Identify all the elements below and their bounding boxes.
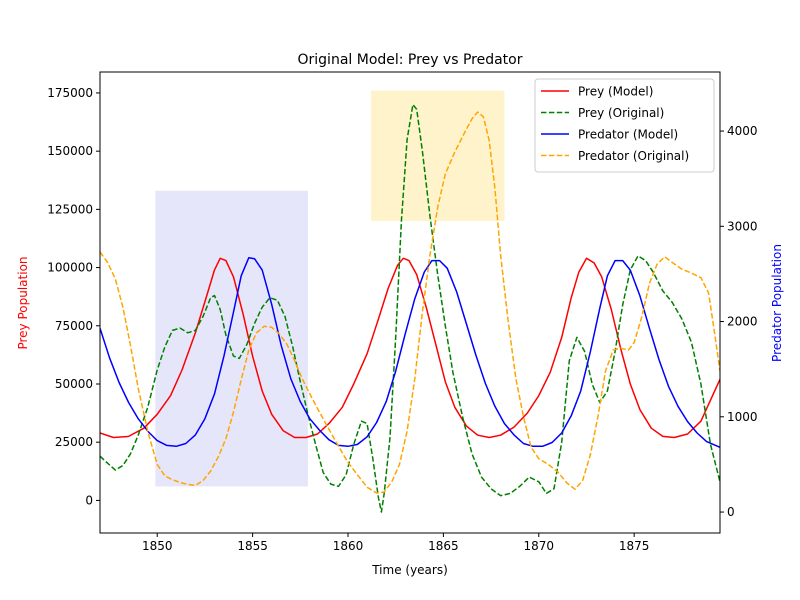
plot-frame [99, 71, 721, 534]
y-left-tick-label: 50000 [55, 377, 93, 391]
y-right-tick-label: 4000 [727, 124, 758, 138]
legend: Prey (Model) Prey (Original) Predator (Mod… [534, 78, 715, 173]
x-axis-ticks: 1850 1855 1860 1865 1870 1875 [142, 533, 649, 553]
legend-label: Predator (Original) [578, 149, 689, 163]
x-tick-label: 1870 [523, 539, 554, 553]
x-tick-label: 1875 [619, 539, 650, 553]
y-right-axis-ticks: 0 1000 2000 3000 4000 [720, 124, 758, 519]
y-left-tick-label: 175000 [47, 86, 93, 100]
x-axis-label: Time (years) [371, 563, 448, 577]
y-left-tick-label: 100000 [47, 261, 93, 275]
y-left-tick-label: 75000 [55, 319, 93, 333]
y-left-axis-label: Prey Population [16, 256, 30, 349]
series-line-predator-original [100, 111, 720, 494]
y-left-tick-label: 125000 [47, 202, 93, 216]
y-right-tick-label: 2000 [727, 315, 758, 329]
legend-label: Prey (Original) [578, 106, 664, 120]
x-tick-label: 1865 [428, 539, 459, 553]
y-left-tick-label: 150000 [47, 144, 93, 158]
shaded-region-1 [155, 190, 308, 487]
series-line-predator-model [100, 256, 720, 448]
y-right-tick-label: 3000 [727, 219, 758, 233]
x-tick-label: 1860 [333, 539, 364, 553]
legend-label: Predator (Model) [578, 128, 678, 142]
legend-label: Prey (Model) [578, 85, 653, 99]
series-layer [100, 103, 720, 513]
y-right-tick-label: 1000 [727, 410, 758, 424]
series-line-prey-original [100, 103, 720, 513]
y-right-axis-label: Predator Population [770, 244, 784, 362]
y-left-axis-ticks: 0 25000 50000 75000 100000 125000 150000 175000 [47, 86, 100, 507]
y-right-tick-label: 0 [727, 505, 735, 519]
y-left-tick-label: 0 [85, 493, 93, 507]
y-left-tick-label: 25000 [55, 435, 93, 449]
legend-box [534, 78, 715, 173]
x-tick-label: 1855 [237, 539, 268, 553]
shaded-region-2 [370, 90, 505, 222]
shaded-regions [155, 90, 505, 487]
x-tick-label: 1850 [142, 539, 173, 553]
chart-title: Original Model: Prey vs Predator [298, 52, 523, 68]
